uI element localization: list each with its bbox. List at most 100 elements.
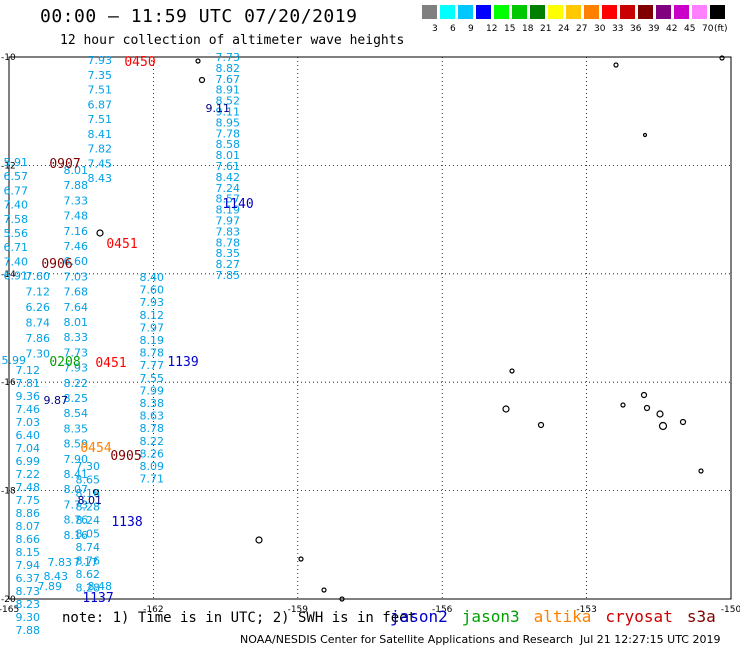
wave-height-label: 7.68 xyxy=(64,286,89,299)
island-outline xyxy=(719,55,725,61)
wave-height-label: 7.30 xyxy=(76,460,101,473)
wave-height-label: 8.25 xyxy=(64,392,89,405)
wave-height-label: 8.19 xyxy=(140,334,165,347)
colorbar-swatch xyxy=(620,5,635,19)
wave-height-label: 8.58 xyxy=(216,138,241,151)
wave-height-label: 9.36 xyxy=(16,390,41,403)
pass-time-label: 1140 xyxy=(222,197,253,212)
colorbar-label: 70 xyxy=(702,24,714,34)
wave-height-label: 9.30 xyxy=(16,611,41,624)
wave-height-label: 8.78 xyxy=(140,422,165,435)
lon-tick-label: -156 xyxy=(432,605,453,615)
island-outline xyxy=(613,62,619,68)
wave-height-label: 7.24 xyxy=(216,182,241,195)
wave-height-label: 8.05 xyxy=(76,528,101,541)
pass-time-label: 0451 xyxy=(95,356,126,371)
island-outline xyxy=(195,58,201,64)
wave-height-label: 7.55 xyxy=(140,372,165,385)
wave-height-label: 8.95 xyxy=(216,116,241,129)
wave-height-label: 7.82 xyxy=(88,143,113,156)
colorbar-label: 45 xyxy=(684,24,696,34)
wave-height-label: 5.56 xyxy=(4,227,29,240)
colorbar-label: 27 xyxy=(576,24,588,34)
island-outline xyxy=(537,421,545,429)
colorbar-unit: (ft) xyxy=(714,24,728,34)
wave-height-label: 8.43 xyxy=(88,172,113,185)
wave-height-label: 8.91 xyxy=(216,84,241,97)
generated-timestamp: Jul 21 12:27:15 UTC 2019 xyxy=(580,633,721,646)
island-outline xyxy=(679,418,687,426)
credit-line: NOAA/NESDIS Center for Satellite Applica… xyxy=(240,633,574,646)
wave-height-label: 6.99 xyxy=(16,455,41,468)
lat-tick-label: -10 xyxy=(1,53,16,63)
wave-height-label: 7.64 xyxy=(64,301,89,314)
wave-height-label: 8.76 xyxy=(64,514,89,527)
wave-height-label: 7.81 xyxy=(16,377,41,390)
colorbar-label: 24 xyxy=(558,24,570,34)
wave-height-label: 7.33 xyxy=(64,194,89,207)
legend-cryosat: cryosat xyxy=(605,607,673,626)
wave-height-label: 7.60 xyxy=(140,284,165,297)
wave-height-label: 8.52 xyxy=(216,95,241,108)
pass-time-label: 0907 xyxy=(49,157,80,172)
wave-height-label: 6.77 xyxy=(4,184,29,197)
colorbar-label: 30 xyxy=(594,24,606,34)
wave-height-label: 7.73 xyxy=(64,346,89,359)
colorbar-swatch xyxy=(656,5,671,19)
wave-height-label: 6.37 xyxy=(16,572,41,585)
wave-height-label: 7.94 xyxy=(16,559,41,572)
wave-height-label: 8.28 xyxy=(76,501,101,514)
colorbar-label: 15 xyxy=(504,24,516,34)
wave-height-label: 8.54 xyxy=(64,407,89,420)
colorbar-label: 42 xyxy=(666,24,678,34)
wave-height-label: 8.73 xyxy=(16,585,41,598)
wave-height-label: 8.22 xyxy=(140,435,165,448)
legend-jason3: jason3 xyxy=(461,607,520,626)
lon-tick-label: -165 xyxy=(0,605,19,615)
island-outline xyxy=(698,468,704,474)
wave-height-label: 8.33 xyxy=(64,331,89,344)
pass-time-label: 0905 xyxy=(110,449,141,464)
island-outline xyxy=(198,76,206,84)
colorbar-label: 18 xyxy=(522,24,534,34)
wave-height-label: 6.60 xyxy=(64,255,89,268)
lat-tick-label: -20 xyxy=(1,595,16,605)
page-subtitle: 12 hour collection of altimeter wave hei… xyxy=(60,33,405,48)
wave-height-label: 8.42 xyxy=(216,171,241,184)
wave-height-label: 8.41 xyxy=(88,128,113,141)
wave-height-label: 7.22 xyxy=(16,468,41,481)
wave-height-label: 7.51 xyxy=(88,113,113,126)
wave-height-label: 8.01 xyxy=(64,316,89,329)
wave-height-label: 7.90 xyxy=(64,453,89,466)
wave-height-label: 8.63 xyxy=(140,410,165,423)
islands xyxy=(92,55,725,602)
pass-time-label: 1139 xyxy=(167,355,198,370)
wave-height-label: 8.65 xyxy=(76,474,101,487)
wave-height-label: 8.07 xyxy=(16,520,41,533)
island-outline xyxy=(321,587,327,593)
wave-height-label: 6.40 xyxy=(16,429,41,442)
wave-height-label: 8.78 xyxy=(216,236,241,249)
pass-time-label: 0454 xyxy=(80,441,111,456)
wave-height-label: 7.71 xyxy=(140,473,165,486)
wave-height-label: 8.86 xyxy=(16,507,41,520)
colorbar-swatch xyxy=(494,5,509,19)
wave-height-label: 8.26 xyxy=(140,447,165,460)
wave-height-label: 8.62 xyxy=(76,568,101,581)
wave-height-label: 7.48 xyxy=(64,210,89,223)
island-outline xyxy=(502,405,510,413)
wave-height-label: 7.97 xyxy=(216,215,241,228)
wave-height-label: 7.93 xyxy=(88,54,113,67)
island-outline xyxy=(658,421,668,431)
island-outline xyxy=(620,402,626,408)
wave-height-label: 8.35 xyxy=(64,422,89,435)
wave-height-label: 7.03 xyxy=(16,416,41,429)
wave-height-label: 7.73 xyxy=(64,498,89,511)
pass-time-label: 1138 xyxy=(111,515,142,530)
wave-height-label: 8.41 xyxy=(64,468,89,481)
wave-height-label: 8.40 xyxy=(140,271,165,284)
wave-height-label: 8.78 xyxy=(140,347,165,360)
wave-height-label: 6.57 xyxy=(4,170,29,183)
wave-height-label: 7.67 xyxy=(216,73,241,86)
wave-height-label: 8.01 xyxy=(64,164,89,177)
